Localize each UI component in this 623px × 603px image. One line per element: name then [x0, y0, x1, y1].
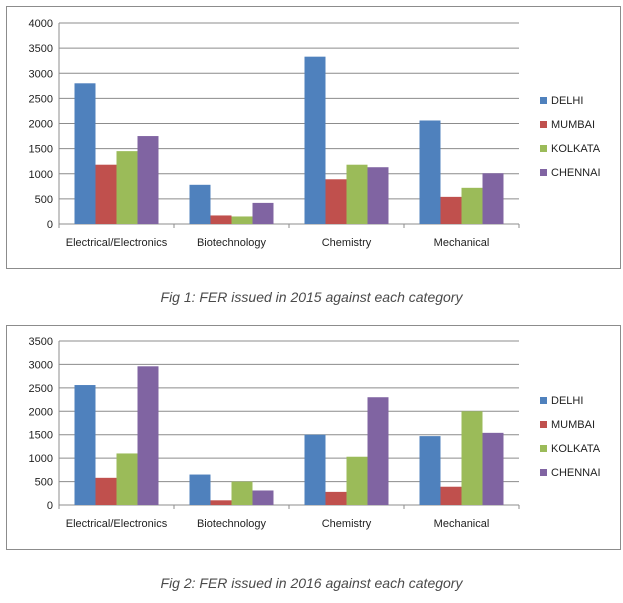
chart1-legend-swatch-mumbai	[540, 121, 547, 128]
chart2-bar-chennai-0	[137, 366, 159, 505]
chart-2016: 0 500 1000 1500 2000 2500 3000 3500 Electrical/E…	[6, 325, 621, 550]
chart2-y-tick-label: 500	[35, 477, 53, 489]
chart-2016-svg: 0 500 1000 1500 2000 2500 3000 3500 Electrical/E…	[29, 336, 601, 530]
chart1-bar-delhi-1	[189, 184, 211, 224]
chart-2015: 0 500 1000 1500 2000 2500 3000 3500 4000 Electric…	[6, 6, 621, 269]
chart2-bar-chennai-3	[482, 432, 504, 505]
chart2-bar-chennai-2	[367, 397, 389, 505]
chart2-legend-swatch-mumbai	[540, 421, 547, 428]
chart1-bar-chennai-3	[482, 173, 504, 224]
chart1-y-tick-label: 0	[47, 219, 53, 231]
chart1-legend-swatch-delhi	[540, 97, 547, 104]
chart1-legend-swatch-kolkata	[540, 145, 547, 152]
chart2-y-tick-label: 0	[47, 500, 53, 512]
chart1-bar-kolkata-3	[461, 187, 483, 224]
chart1-bar-delhi-0	[74, 83, 96, 224]
chart2-y-tick-label: 2000	[29, 406, 53, 418]
chart1-bar-mumbai-0	[95, 164, 117, 224]
chart2-y-tick-label: 1500	[29, 430, 53, 442]
chart1-y-tick-label: 1000	[29, 169, 53, 181]
chart2-bar-kolkata-1	[231, 481, 253, 505]
chart1-legend-label-chennai: CHENNAI	[551, 167, 601, 179]
chart2-y-tick-label: 3500	[29, 336, 53, 348]
chart1-legend-label-kolkata: KOLKATA	[551, 143, 601, 155]
chart1-y-tick-label: 3500	[29, 43, 53, 55]
chart2-bar-delhi-3	[419, 436, 441, 505]
chart2-bar-kolkata-3	[461, 411, 483, 505]
chart1-y-tick-label: 500	[35, 194, 53, 206]
chart1-x-tick-label: Electrical/Electronics	[66, 237, 168, 249]
chart2-bar-mumbai-0	[95, 477, 117, 505]
chart2-bar-mumbai-1	[210, 500, 232, 505]
chart2-bar-delhi-2	[304, 434, 326, 505]
chart2-bar-mumbai-2	[325, 491, 347, 505]
chart2-x-tick-label: Electrical/Electronics	[66, 518, 168, 530]
chart1-bar-delhi-2	[304, 56, 326, 225]
chart2-bar-kolkata-0	[116, 453, 138, 505]
chart1-legend-label-delhi: DELHI	[551, 95, 583, 107]
chart2-bar-delhi-0	[74, 385, 96, 505]
chart2-x-tick-label: Chemistry	[322, 518, 372, 530]
chart2-bar-kolkata-2	[346, 456, 368, 505]
chart1-bar-chennai-1	[252, 202, 274, 224]
chart2-legend-label-mumbai: MUMBAI	[551, 419, 595, 431]
chart2-y-tick-label: 1000	[29, 453, 53, 465]
chart1-legend-label-mumbai: MUMBAI	[551, 119, 595, 131]
chart1-x-tick-label: Mechanical	[434, 237, 490, 249]
chart2-legend-swatch-chennai	[540, 469, 547, 476]
chart1-bar-chennai-0	[137, 136, 159, 224]
chart2-bar-delhi-1	[189, 474, 211, 505]
chart1-bar-delhi-3	[419, 120, 441, 224]
chart1-bar-chennai-2	[367, 167, 389, 224]
chart1-y-tick-label: 4000	[29, 18, 53, 30]
caption-fig2: Fig 2: FER issued in 2016 against each c…	[160, 575, 463, 591]
chart2-legend-label-delhi: DELHI	[551, 395, 583, 407]
chart1-y-tick-label: 2500	[29, 93, 53, 105]
chart1-x-tick-label: Biotechnology	[197, 237, 267, 249]
chart2-y-tick-label: 3000	[29, 359, 53, 371]
chart2-bar-chennai-1	[252, 490, 274, 505]
chart1-y-tick-label: 1500	[29, 144, 53, 156]
chart2-x-tick-label: Mechanical	[434, 518, 490, 530]
chart-2015-svg: 0 500 1000 1500 2000 2500 3000 3500 4000 Electric…	[29, 18, 601, 249]
chart1-bar-mumbai-3	[440, 196, 462, 224]
chart1-bar-kolkata-2	[346, 164, 368, 224]
chart1-bar-kolkata-0	[116, 151, 138, 224]
chart1-x-tick-label: Chemistry	[322, 237, 372, 249]
chart2-x-tick-label: Biotechnology	[197, 518, 267, 530]
chart1-bar-mumbai-2	[325, 179, 347, 224]
chart2-legend-swatch-kolkata	[540, 445, 547, 452]
chart2-bar-mumbai-3	[440, 486, 462, 505]
chart2-legend-label-chennai: CHENNAI	[551, 467, 601, 479]
chart1-bar-kolkata-1	[231, 216, 253, 224]
chart1-y-tick-label: 2000	[29, 119, 53, 131]
chart2-legend-swatch-delhi	[540, 397, 547, 404]
chart1-bar-mumbai-1	[210, 215, 232, 224]
caption-fig1: Fig 1: FER issued in 2015 against each c…	[160, 289, 463, 305]
chart1-legend-swatch-chennai	[540, 169, 547, 176]
chart2-y-tick-label: 2500	[29, 383, 53, 395]
chart2-legend-label-kolkata: KOLKATA	[551, 443, 601, 455]
chart1-y-tick-label: 3000	[29, 68, 53, 80]
